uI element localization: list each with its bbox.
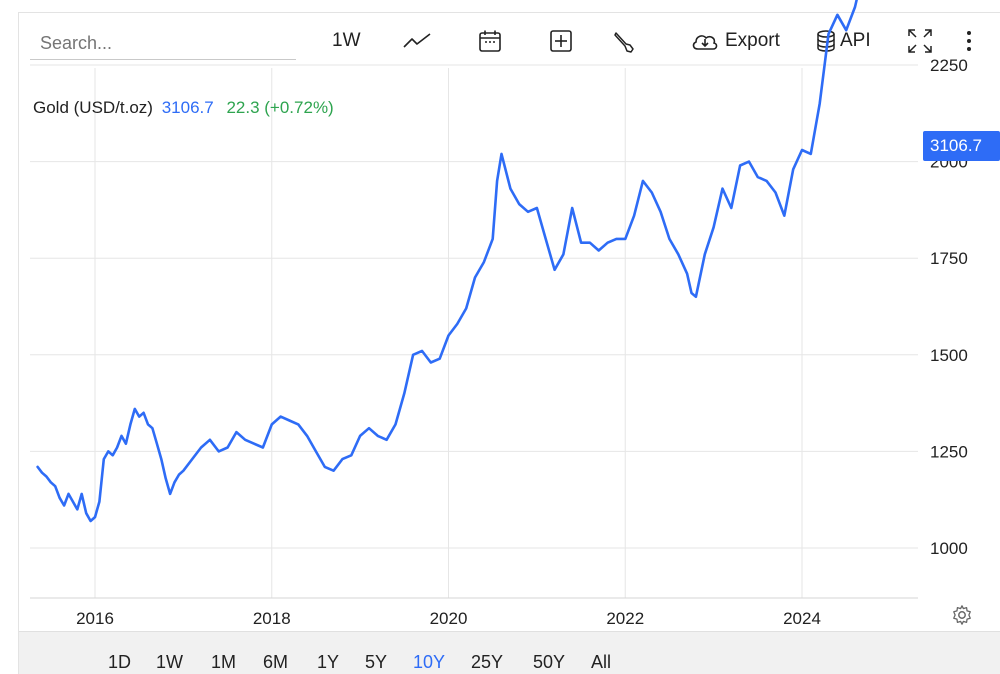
- y-tick-label: 1750: [930, 249, 968, 268]
- line-chart-icon: [403, 33, 431, 48]
- range-option-10y[interactable]: 10Y: [413, 652, 446, 672]
- calendar-button[interactable]: [478, 26, 502, 56]
- gear-icon[interactable]: [951, 604, 973, 626]
- interval-label: 1W: [332, 30, 361, 51]
- calendar-icon: [479, 30, 501, 52]
- export-label: Export: [725, 30, 780, 51]
- interval-button[interactable]: 1W: [332, 26, 361, 56]
- x-tick-label: 2022: [606, 609, 644, 628]
- range-option-1d[interactable]: 1D: [108, 652, 132, 672]
- y-tick-label: 2250: [930, 56, 968, 75]
- range-option-25y[interactable]: 25Y: [471, 652, 504, 672]
- x-tick-label: 2016: [76, 609, 114, 628]
- range-option-1m[interactable]: 1M: [211, 652, 237, 672]
- legend-price: 3106.7: [161, 98, 214, 117]
- x-tick-label: 2020: [430, 609, 468, 628]
- search-input[interactable]: [30, 28, 296, 60]
- range-selector-bar: [19, 631, 1000, 674]
- line-chart-button[interactable]: [402, 26, 432, 56]
- more-vertical-icon: [967, 31, 971, 51]
- range-option-1y[interactable]: 1Y: [317, 652, 340, 672]
- plus-square-icon: [550, 30, 572, 52]
- x-tick-label: 2018: [253, 609, 291, 628]
- price-series-line[interactable]: [36, 0, 926, 523]
- y-tick-label: 1500: [930, 346, 968, 365]
- y-tick-label: 1000: [930, 539, 968, 558]
- instrument-name: Gold (USD/t.oz): [33, 98, 153, 117]
- wrench-icon: [614, 32, 634, 53]
- fullscreen-button[interactable]: [907, 26, 933, 56]
- chart-widget: [18, 12, 1000, 674]
- more-menu-button[interactable]: [962, 26, 976, 56]
- range-option-all[interactable]: All: [591, 652, 612, 672]
- cloud-download-icon: [692, 35, 718, 50]
- settings-button[interactable]: [611, 26, 635, 56]
- y-tick-label: 1250: [930, 442, 968, 461]
- range-option-50y[interactable]: 50Y: [533, 652, 566, 672]
- range-option-5y[interactable]: 5Y: [365, 652, 388, 672]
- last-price-tag: 3106.7: [923, 131, 1000, 161]
- add-comparison-button[interactable]: [549, 26, 573, 56]
- range-option-1w[interactable]: 1W: [156, 652, 183, 672]
- range-option-6m[interactable]: 6M: [263, 652, 289, 672]
- x-tick-label: 2024: [783, 609, 821, 628]
- export-button[interactable]: Export: [690, 26, 780, 56]
- api-label: API: [840, 30, 871, 51]
- legend-change: 22.3 (+0.72%): [226, 98, 334, 117]
- expand-icon: [908, 29, 932, 53]
- chart-legend: Gold (USD/t.oz) 3106.7 22.3 (+0.72%): [33, 98, 334, 118]
